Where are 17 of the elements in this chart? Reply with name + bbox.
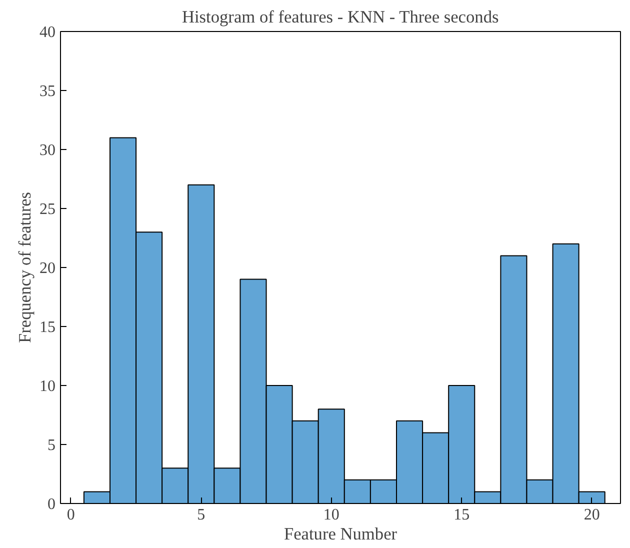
y-tick-label: 20 [40,260,56,277]
y-tick-label: 10 [40,378,56,395]
y-tick-label: 15 [40,319,56,336]
x-tick-label: 15 [454,506,470,524]
x-tick-label: 20 [584,506,600,524]
chart-title: Histogram of features - KNN - Three seconds [182,8,499,26]
y-tick-label: 5 [48,437,56,454]
x-tick-label: 0 [66,506,75,524]
y-axis-title: Frequency of features [16,192,34,344]
y-tick-label: 35 [40,83,56,100]
x-axis-title: Feature Number [284,524,398,544]
x-tick-label: 5 [197,506,206,524]
y-tick-label: 40 [40,24,56,41]
y-tick-label: 30 [40,142,56,159]
y-tick-label: 25 [40,201,56,218]
x-tick-label: 10 [323,506,340,524]
y-tick-label: 0 [48,496,56,513]
